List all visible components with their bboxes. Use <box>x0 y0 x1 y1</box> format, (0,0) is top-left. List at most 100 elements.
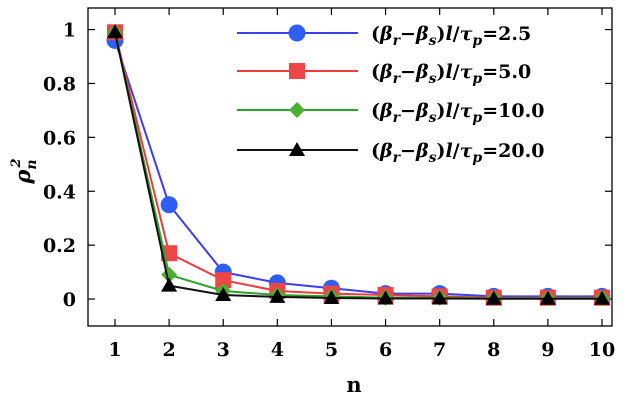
legend-label: (βr−βs)l/τp=20.0 <box>371 140 544 166</box>
x-tick-label: 10 <box>589 339 615 361</box>
y-tick-label: 0 <box>63 289 76 311</box>
x-axis-title: n <box>346 372 361 397</box>
x-tick-label: 2 <box>162 339 175 361</box>
legend-part-b2: β <box>415 61 429 83</box>
legend-part-tau: τ <box>460 23 473 45</box>
legend-part-minus: − <box>400 61 416 83</box>
legend-part-minus: − <box>400 100 416 122</box>
x-tick-label: 8 <box>487 339 500 361</box>
data-point <box>215 272 232 289</box>
legend-swatch-marker <box>289 142 305 156</box>
legend-part-open: ( <box>371 140 380 162</box>
y-axis-title-sup: 2 <box>9 158 24 168</box>
legend-value: =20.0 <box>482 140 544 162</box>
y-tick-label: 0.4 <box>43 181 76 203</box>
legend-part-b1: β <box>379 140 393 162</box>
legend-part-close: ) <box>436 23 445 45</box>
y-axis-title: ρn2 <box>9 158 40 184</box>
legend-part-b2: β <box>415 23 429 45</box>
data-point <box>431 290 448 305</box>
data-point <box>323 289 340 304</box>
data-point <box>160 196 178 214</box>
legend-entry: (βr−βs)l/τp=5.0 <box>237 61 531 87</box>
y-axis-title-sub: n <box>24 159 40 169</box>
legend-part-b2: β <box>415 140 429 162</box>
data-point <box>107 24 123 39</box>
data-point <box>215 287 232 302</box>
legend-value: =5.0 <box>482 61 531 83</box>
legend-part-l: l <box>445 100 452 122</box>
legend-part-r: r <box>393 110 402 126</box>
legend-part-slash: / <box>453 61 460 83</box>
legend-swatch-marker <box>289 102 305 118</box>
y-tick-label: 1 <box>63 20 76 42</box>
legend-part-s: s <box>429 33 437 49</box>
legend-part-close: ) <box>436 100 445 122</box>
legend-label: (βr−βs)l/τp=5.0 <box>371 61 531 87</box>
x-axis: 1 2 3 4 5 6 7 8 9 10 <box>108 8 615 361</box>
legend-part-b2: β <box>415 100 429 122</box>
y-axis-title-text: ρn2 <box>9 158 40 184</box>
legend-part-open: ( <box>371 23 380 45</box>
data-point <box>377 290 394 305</box>
series-triangle <box>107 24 610 305</box>
x-tick-label: 3 <box>217 339 230 361</box>
x-tick-label: 9 <box>541 339 554 361</box>
legend-part-p: p <box>472 33 482 49</box>
legend-part-minus: − <box>400 140 416 162</box>
legend-part-close: ) <box>436 61 445 83</box>
legend-part-s: s <box>429 110 437 126</box>
legend-part-p: p <box>472 71 482 87</box>
x-tick-label: 7 <box>433 339 446 361</box>
legend-swatch-marker <box>289 63 305 79</box>
legend-label: (βr−βs)l/τp=2.5 <box>371 23 531 49</box>
legend-part-b1: β <box>379 23 393 45</box>
legend-part-l: l <box>445 61 452 83</box>
data-point <box>161 277 178 292</box>
plot-frame <box>87 7 613 327</box>
legend-part-r: r <box>393 71 402 87</box>
x-tick-label: 4 <box>271 339 284 361</box>
legend-part-open: ( <box>371 61 380 83</box>
legend: (βr−βs)l/τp=2.5(βr−βs)l/τp=5.0(βr−βs)l/τ… <box>237 23 544 166</box>
legend-label: (βr−βs)l/τp=10.0 <box>371 100 544 126</box>
data-point <box>594 290 610 305</box>
legend-part-open: ( <box>371 100 380 122</box>
x-tick-label: 5 <box>325 339 338 361</box>
series-line <box>114 32 602 300</box>
series-layer <box>106 24 611 307</box>
data-point <box>269 288 286 303</box>
legend-part-tau: τ <box>460 61 473 83</box>
series-line <box>114 40 602 298</box>
legend-part-tau: τ <box>460 140 473 162</box>
legend-part-slash: / <box>453 100 460 122</box>
legend-part-slash: / <box>453 23 460 45</box>
legend-part-tau: τ <box>460 100 473 122</box>
legend-value: =2.5 <box>482 23 531 45</box>
y-tick-label: 0.2 <box>43 235 76 257</box>
legend-part-l: l <box>445 23 452 45</box>
legend-part-r: r <box>393 33 402 49</box>
data-point <box>539 290 556 305</box>
x-tick-label: 1 <box>108 339 121 361</box>
data-point <box>485 290 502 305</box>
legend-part-slash: / <box>453 140 460 162</box>
legend-part-p: p <box>472 110 482 126</box>
legend-part-r: r <box>393 150 402 166</box>
legend-part-l: l <box>445 140 452 162</box>
legend-part-b1: β <box>379 61 393 83</box>
legend-part-close: ) <box>436 140 445 162</box>
legend-entry: (βr−βs)l/τp=10.0 <box>237 100 544 126</box>
y-axis: 0 0.2 0.4 0.6 0.8 1 <box>43 20 612 311</box>
y-tick-label: 0.8 <box>43 73 76 95</box>
x-tick-label: 6 <box>379 339 392 361</box>
legend-part-p: p <box>472 150 482 166</box>
legend-part-minus: − <box>400 23 416 45</box>
legend-part-s: s <box>429 71 437 87</box>
legend-value: =10.0 <box>482 100 544 122</box>
y-axis-title-base: ρ <box>10 169 35 185</box>
legend-part-s: s <box>429 150 437 166</box>
legend-swatch-marker <box>288 24 306 42</box>
